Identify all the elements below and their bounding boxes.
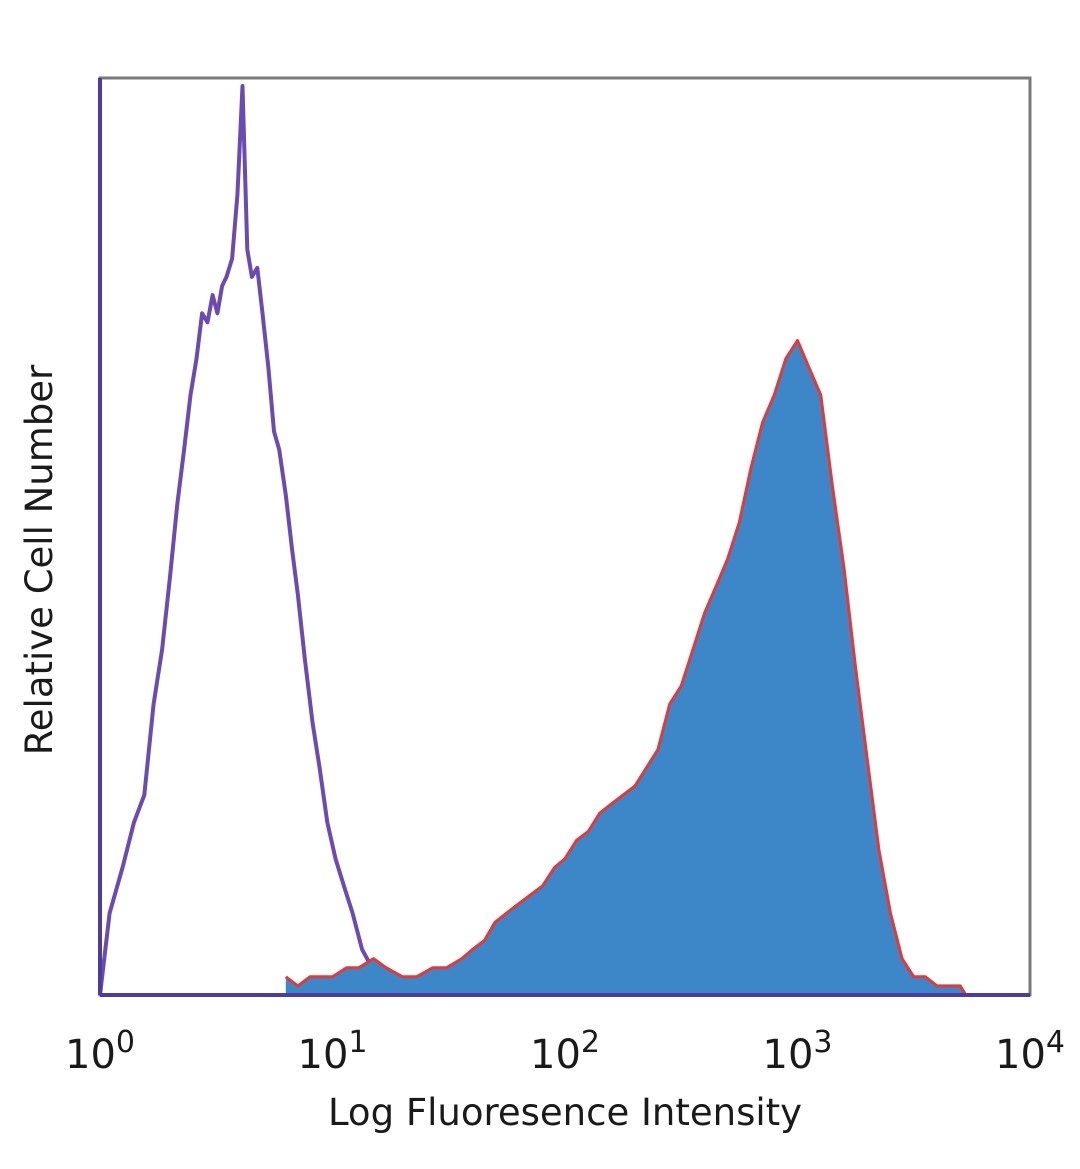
x-tick-labels: 100 101 102 103 104 [65,1025,1065,1078]
series-1-area [285,340,966,995]
x-tick-label: 104 [995,1025,1065,1078]
series-1-outline [284,339,968,996]
x-tick-label: 100 [65,1025,135,1078]
plot-area [98,84,968,997]
y-axis-label: Relative Cell Number [18,364,61,755]
x-tick-label: 103 [763,1025,833,1078]
x-tick-label: 101 [298,1025,368,1078]
x-axis-label: Log Fluoresence Intensity [328,1091,802,1134]
series-0-line [98,84,404,997]
x-tick-label: 102 [530,1025,600,1078]
